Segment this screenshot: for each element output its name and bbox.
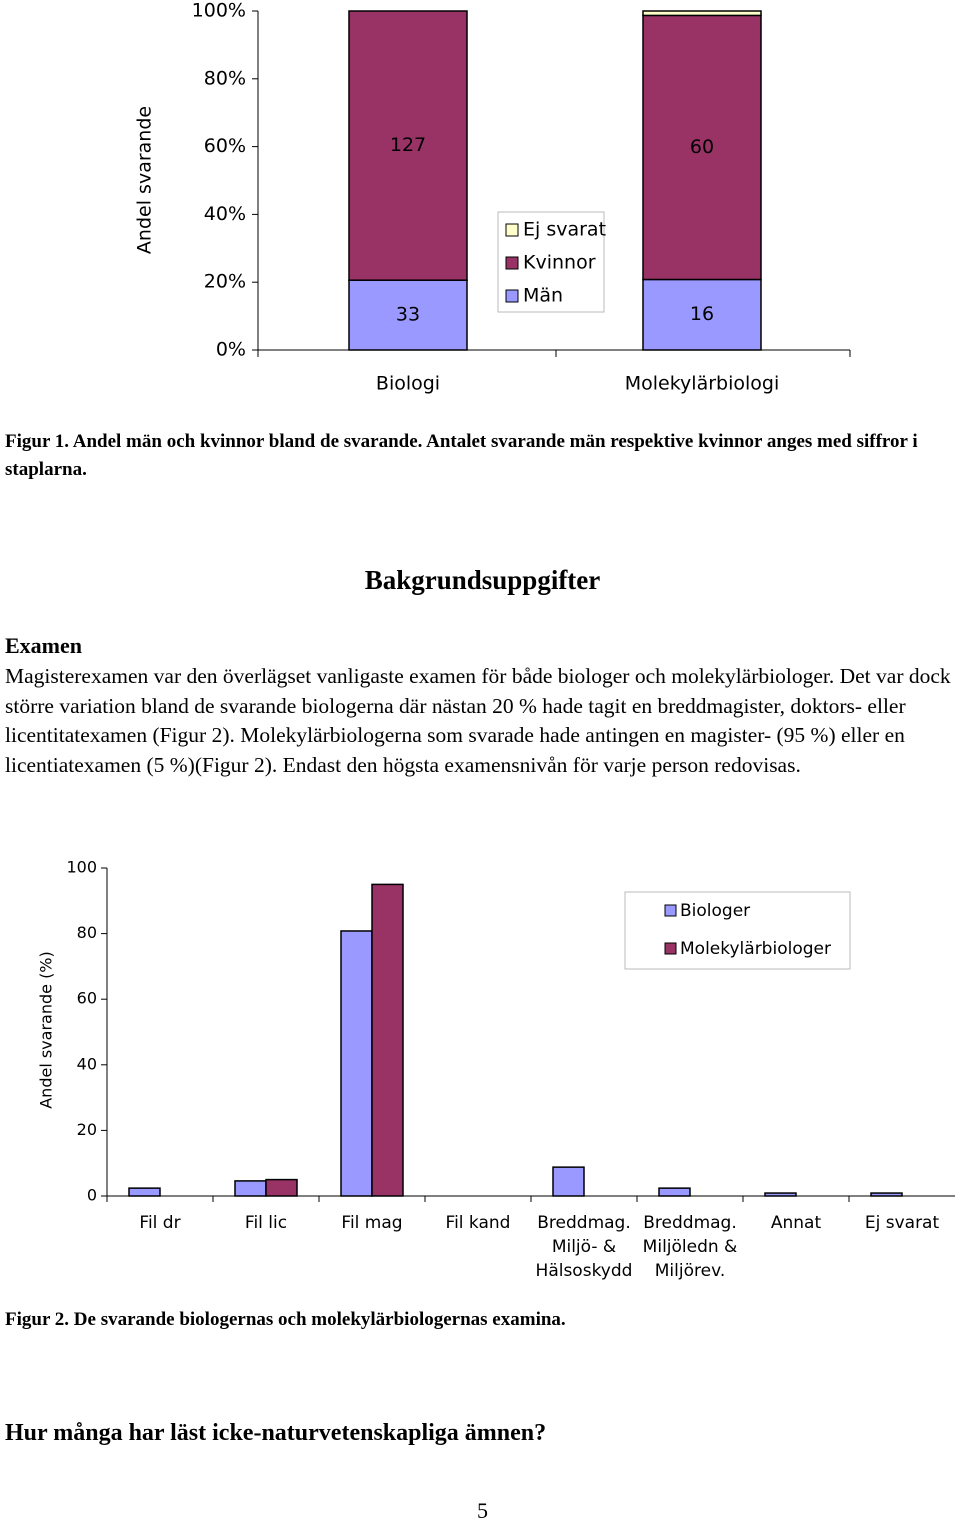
page-number: 5 [477, 1498, 488, 1523]
subheading: Examen [5, 633, 82, 658]
legend-label: Molekylärbiologer [680, 939, 831, 959]
heading: Bakgrundsuppgifter [364, 565, 601, 595]
bar [870, 1192, 903, 1197]
bar-segment [348, 10, 468, 281]
y-tick-label: 80% [204, 67, 246, 89]
legend-swatch [664, 904, 677, 917]
x-tick-label: Breddmag. Miljö- & Hälsoskydd [536, 1213, 633, 1281]
x-tick-label: Fil mag [341, 1213, 402, 1233]
bar-segment [642, 14, 762, 281]
question-heading: Hur många har läst icke-naturvetenskapli… [5, 1420, 547, 1446]
legend-swatch [664, 942, 677, 955]
x-tick-label: Breddmag. Miljöledn & Miljörev. [643, 1213, 738, 1281]
bar-segment [642, 278, 762, 351]
x-tick-label: Fil dr [139, 1213, 180, 1233]
y-tick-label: 60% [204, 135, 246, 157]
y-tick-label: 60 [77, 989, 97, 1008]
figure-caption: Figur 1. Andel män och kvinnor bland de … [5, 431, 918, 480]
legend-swatch [505, 289, 519, 303]
x-tick-label: Annat [771, 1213, 822, 1233]
bar-segment [348, 279, 468, 351]
y-tick-label: 100% [192, 0, 246, 22]
data-label: 33 [396, 304, 420, 326]
bar [764, 1192, 797, 1197]
legend-label: Män [523, 285, 563, 307]
y-tick-label: 80 [77, 923, 97, 942]
bar [658, 1187, 691, 1197]
bar [371, 883, 404, 1197]
legend-box [624, 891, 851, 970]
paragraph: Magisterexamen var den överlägset vanlig… [5, 664, 951, 777]
x-tick-label: Fil kand [446, 1213, 511, 1233]
x-tick-label: Fil lic [245, 1213, 287, 1233]
legend-label: Biologer [680, 901, 750, 921]
bar [265, 1178, 298, 1197]
data-label: 16 [690, 303, 714, 325]
x-tick-label: Molekylärbiologi [625, 373, 780, 395]
bar [552, 1166, 585, 1197]
y-tick-label: 20% [204, 271, 246, 293]
bar-segment [642, 10, 762, 17]
legend-label: Kvinnor [523, 252, 596, 274]
legend-swatch [505, 223, 519, 237]
chart-degrees: Andel svarande (%) 0 20 40 60 80 100 Fil dr Fil… [37, 858, 955, 1281]
data-label: 127 [390, 134, 426, 156]
bar [340, 930, 373, 1197]
x-tick-label: Biologi [376, 373, 440, 395]
y-tick-label: 0 [87, 1186, 97, 1205]
y-tick-label: 20 [77, 1120, 97, 1139]
y-axis-label: Andel svarande (%) [37, 951, 56, 1109]
y-tick-label: 40% [204, 203, 246, 225]
data-label: 60 [690, 136, 714, 158]
x-tick-label: Ej svarat [865, 1213, 940, 1233]
chart-gender: Andel svarande 0% 20% 40% 60% 80% 100% Biologi… [134, 0, 851, 395]
bar [128, 1187, 161, 1197]
legend-swatch [505, 256, 519, 270]
y-tick-label: 40 [77, 1054, 97, 1073]
bar [234, 1180, 267, 1197]
y-tick-label: 100 [66, 858, 97, 877]
figure-caption: Figur 2. De svarande biologernas och mol… [5, 1309, 566, 1330]
legend-label: Ej svarat [523, 219, 606, 241]
y-tick-label: 0% [216, 339, 246, 361]
y-axis-label: Andel svarande [134, 106, 156, 254]
